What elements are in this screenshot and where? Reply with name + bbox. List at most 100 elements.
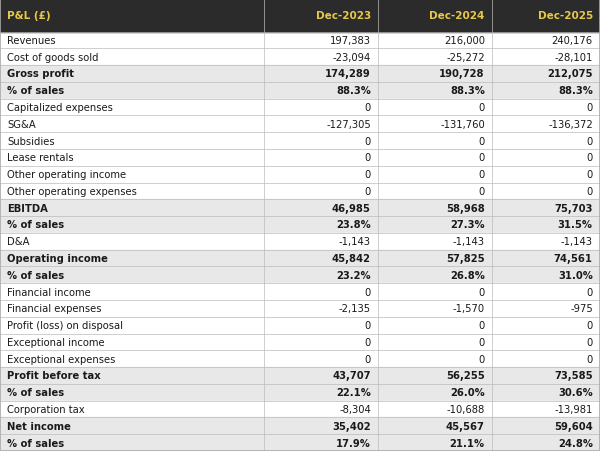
Bar — [0, 233, 600, 250]
Text: % of sales: % of sales — [7, 387, 64, 397]
Text: Dec-2023: Dec-2023 — [316, 11, 371, 21]
Text: -25,272: -25,272 — [446, 53, 485, 63]
Text: SG&A: SG&A — [7, 120, 36, 129]
Text: 0: 0 — [587, 103, 593, 113]
Text: Lease rentals: Lease rentals — [7, 153, 74, 163]
Bar — [0, 99, 600, 116]
Text: Exceptional expenses: Exceptional expenses — [7, 354, 116, 364]
Bar — [492, 0, 600, 32]
Text: -131,760: -131,760 — [440, 120, 485, 129]
Bar — [0, 384, 600, 401]
Bar — [0, 216, 600, 233]
Bar — [0, 183, 600, 200]
Text: 74,561: 74,561 — [554, 253, 593, 263]
Text: Financial expenses: Financial expenses — [7, 304, 102, 314]
Bar — [0, 83, 600, 99]
Text: Subsidies: Subsidies — [7, 136, 55, 146]
Bar — [0, 166, 600, 183]
Text: 45,842: 45,842 — [332, 253, 371, 263]
Text: Capitalized expenses: Capitalized expenses — [7, 103, 113, 113]
Text: 31.5%: 31.5% — [558, 220, 593, 230]
Text: 27.3%: 27.3% — [450, 220, 485, 230]
Text: 0: 0 — [587, 187, 593, 197]
Bar — [0, 300, 600, 317]
Bar — [0, 49, 600, 66]
Text: Other operating income: Other operating income — [7, 170, 127, 180]
Text: 59,604: 59,604 — [554, 421, 593, 431]
Text: 0: 0 — [479, 354, 485, 364]
Bar — [0, 32, 600, 49]
Text: 58,968: 58,968 — [446, 203, 485, 213]
Text: -23,094: -23,094 — [332, 53, 371, 63]
Text: 31.0%: 31.0% — [558, 270, 593, 280]
Text: 0: 0 — [365, 136, 371, 146]
Bar — [0, 284, 600, 300]
Text: 0: 0 — [587, 321, 593, 331]
Text: % of sales: % of sales — [7, 437, 64, 448]
Text: 240,176: 240,176 — [551, 36, 593, 46]
Text: 0: 0 — [587, 153, 593, 163]
Text: 26.8%: 26.8% — [450, 270, 485, 280]
Bar — [0, 200, 600, 216]
Text: 17.9%: 17.9% — [336, 437, 371, 448]
Text: 75,703: 75,703 — [554, 203, 593, 213]
Text: 88.3%: 88.3% — [450, 86, 485, 96]
Bar — [0, 133, 600, 150]
Text: 88.3%: 88.3% — [336, 86, 371, 96]
Text: 0: 0 — [365, 170, 371, 180]
Text: -136,372: -136,372 — [548, 120, 593, 129]
Text: 0: 0 — [587, 337, 593, 347]
Text: -8,304: -8,304 — [339, 404, 371, 414]
Bar — [0, 367, 600, 384]
Text: Dec-2025: Dec-2025 — [538, 11, 593, 21]
Text: 43,707: 43,707 — [332, 371, 371, 381]
Text: 216,000: 216,000 — [444, 36, 485, 46]
Text: Net income: Net income — [7, 421, 71, 431]
Text: -10,688: -10,688 — [446, 404, 485, 414]
Text: Profit before tax: Profit before tax — [7, 371, 101, 381]
Text: 0: 0 — [365, 103, 371, 113]
Text: 26.0%: 26.0% — [450, 387, 485, 397]
Text: 35,402: 35,402 — [332, 421, 371, 431]
Text: Dec-2024: Dec-2024 — [430, 11, 485, 21]
Bar — [0, 250, 600, 267]
Text: -28,101: -28,101 — [554, 53, 593, 63]
Text: 197,383: 197,383 — [330, 36, 371, 46]
Bar — [0, 418, 600, 434]
Text: -1,570: -1,570 — [452, 304, 485, 314]
Text: 0: 0 — [479, 170, 485, 180]
Text: % of sales: % of sales — [7, 86, 64, 96]
Text: 0: 0 — [479, 337, 485, 347]
Text: 73,585: 73,585 — [554, 371, 593, 381]
Text: P&L (£): P&L (£) — [7, 11, 51, 21]
Bar — [0, 350, 600, 367]
Text: 23.8%: 23.8% — [336, 220, 371, 230]
Text: 45,567: 45,567 — [446, 421, 485, 431]
Text: 0: 0 — [365, 287, 371, 297]
Text: EBITDA: EBITDA — [7, 203, 48, 213]
Text: 0: 0 — [587, 287, 593, 297]
Bar — [0, 401, 600, 418]
Text: 23.2%: 23.2% — [336, 270, 371, 280]
Bar — [0, 0, 264, 32]
Bar — [0, 434, 600, 451]
Text: 0: 0 — [365, 321, 371, 331]
Text: D&A: D&A — [7, 237, 30, 247]
Text: -13,981: -13,981 — [554, 404, 593, 414]
Text: Corporation tax: Corporation tax — [7, 404, 85, 414]
Text: 24.8%: 24.8% — [558, 437, 593, 448]
Text: 0: 0 — [587, 170, 593, 180]
Text: 88.3%: 88.3% — [558, 86, 593, 96]
Text: 0: 0 — [479, 287, 485, 297]
Text: 0: 0 — [365, 187, 371, 197]
Bar — [264, 0, 378, 32]
Text: -1,143: -1,143 — [453, 237, 485, 247]
Text: 46,985: 46,985 — [332, 203, 371, 213]
Text: 174,289: 174,289 — [325, 69, 371, 79]
Text: 0: 0 — [479, 153, 485, 163]
Text: Exceptional income: Exceptional income — [7, 337, 105, 347]
Text: 0: 0 — [479, 187, 485, 197]
Text: 57,825: 57,825 — [446, 253, 485, 263]
Bar — [0, 317, 600, 334]
Text: -1,143: -1,143 — [339, 237, 371, 247]
